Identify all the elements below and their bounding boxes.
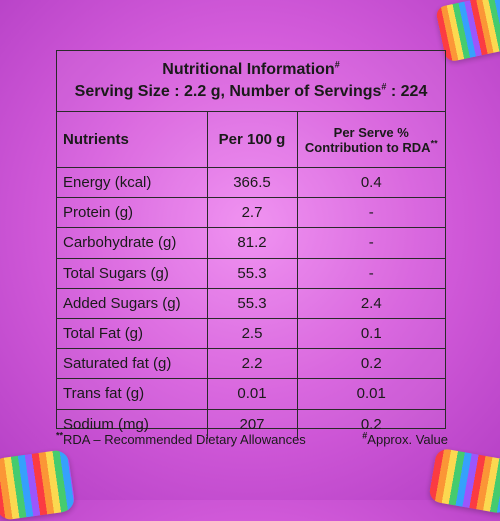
title-text: Nutritional Information [162,61,335,78]
table-row: Trans fat (g) 0.01 0.01 [57,378,445,410]
approx-footnote-text: Approx. Value [367,432,448,447]
rda-value: 0.2 [296,348,445,380]
nutrient-name: Added Sugars (g) [57,287,208,319]
rda-value: 0.1 [296,317,445,350]
serving-prefix: Serving Size : 2.2 g, Number of Servings [74,83,382,100]
per100-value: 207 [206,408,298,439]
serving-mark: # [381,81,387,92]
table-row: Total Fat (g) 2.5 0.1 [57,317,445,350]
per100-value: 81.2 [206,227,298,259]
table-row: Added Sugars (g) 55.3 2.4 [57,287,445,319]
rda-header-line2: Contribution to RDA** [298,138,446,155]
footer-notes: **RDA – Recommended Dietary Allowances #… [56,430,456,447]
table-row: Carbohydrate (g) 81.2 - [57,227,445,259]
per100-value: 366.5 [206,166,298,199]
rda-value: 0.4 [296,166,445,199]
rda-header-line1: Per Serve % [333,124,409,140]
per100-value: 55.3 [206,257,298,289]
per100-value: 2.5 [206,317,298,350]
nutrition-table-panel: Nutritional Information# Serving Size : … [56,50,446,439]
per100-value: 55.3 [206,287,298,319]
table-row: Saturated fat (g) 2.2 0.2 [57,348,445,380]
nutrition-table: Nutrients Per 100 g Per Serve % Contribu… [57,112,445,439]
rda-value: - [296,197,445,229]
table-row: Total Sugars (g) 55.3 - [57,257,445,289]
col-header-rda: Per Serve % Contribution to RDA** [296,112,446,168]
nutrient-name: Total Sugars (g) [57,257,208,289]
rda-footnote-mark: ** [56,430,64,441]
rda-value: 0.2 [296,408,445,439]
approx-footnote: #Approx. Value [362,430,448,447]
nutrition-header: Nutritional Information# Serving Size : … [57,51,445,112]
nutrient-name: Carbohydrate (g) [57,227,208,259]
per100-value: 2.2 [206,348,298,380]
rda-footnote-text: RDA – Recommended Dietary Allowances [63,432,306,447]
table-row: Energy (kcal) 366.5 0.4 [57,166,445,199]
rda-value: 0.01 [296,378,445,410]
nutrient-name: Protein (g) [57,197,208,229]
table-row: Sodium (mg) 207 0.2 [57,408,445,439]
serving-info: Serving Size : 2.2 g, Number of Servings… [75,82,428,102]
rda-value: - [296,227,445,259]
candy-decoration-icon [427,447,500,515]
candy-decoration-icon [0,448,76,521]
nutrient-name: Energy (kcal) [57,166,208,199]
rda-value: 2.4 [296,287,445,319]
title-mark: # [334,59,340,70]
nutrient-name: Saturated fat (g) [57,348,208,380]
nutrient-name: Sodium (mg) [57,408,208,439]
serving-suffix: : 224 [386,83,428,100]
per100-value: 2.7 [206,197,298,229]
nutrient-name: Total Fat (g) [57,317,208,350]
table-header-row: Nutrients Per 100 g Per Serve % Contribu… [57,112,445,168]
rda-header-mark: ** [430,138,438,149]
col-header-nutrients: Nutrients [57,112,208,168]
approx-footnote-mark: # [362,430,368,441]
per100-value: 0.01 [206,378,298,410]
rda-footnote: **RDA – Recommended Dietary Allowances [56,430,306,447]
rda-header-line2-text: Contribution to RDA [304,139,431,155]
nutrition-title: Nutritional Information# [162,60,339,80]
col-header-per100: Per 100 g [206,112,298,168]
rda-value: - [296,257,445,289]
table-row: Protein (g) 2.7 - [57,197,445,229]
nutrient-name: Trans fat (g) [57,378,208,410]
